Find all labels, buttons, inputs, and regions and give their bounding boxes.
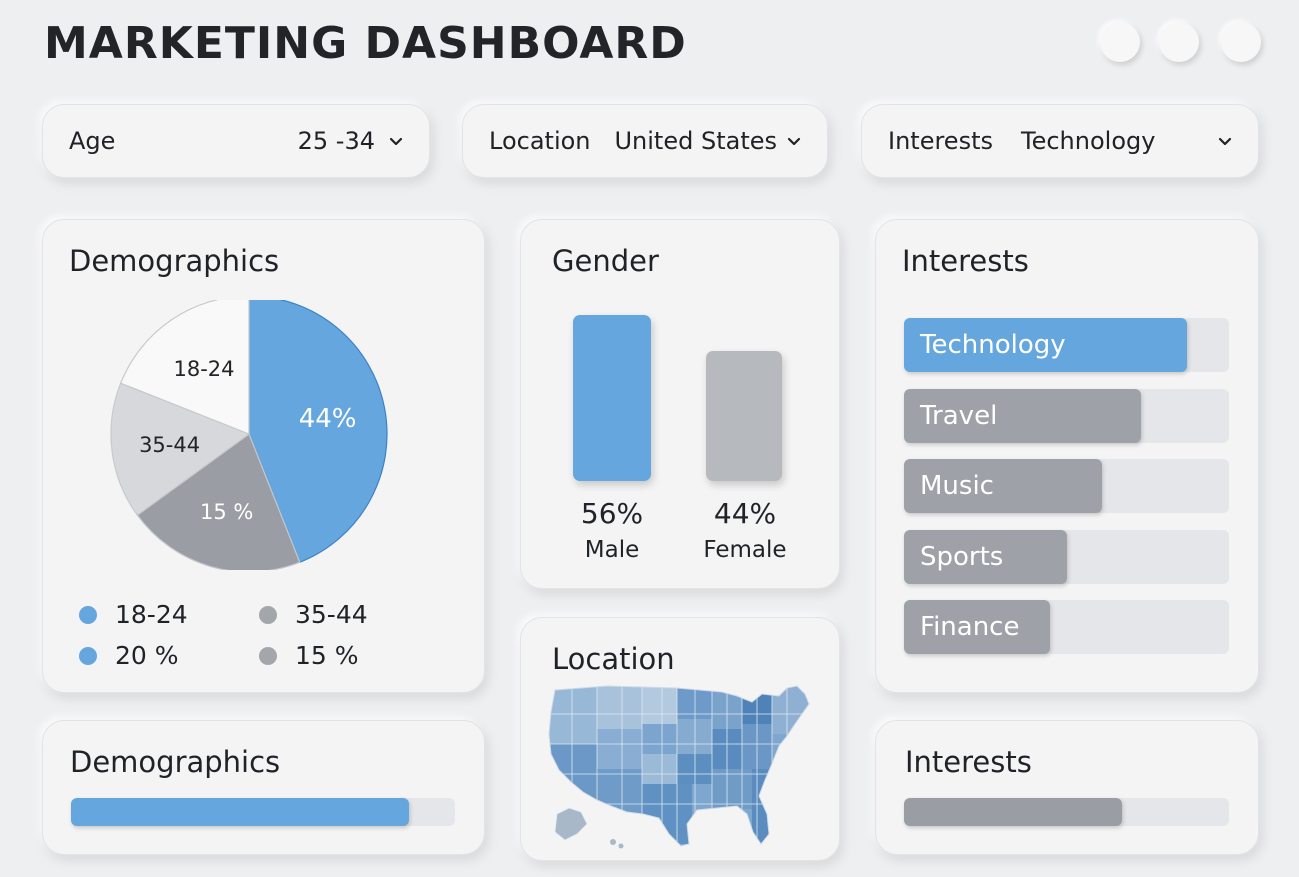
interest-bar-sports[interactable]: Sports <box>904 529 1067 584</box>
location-filter-value: United States <box>614 127 777 155</box>
page-title: MARKETING DASHBOARD <box>44 18 687 69</box>
interest-bar-label: Finance <box>920 612 1020 642</box>
interests-filter-value: Technology <box>1021 127 1156 155</box>
demographics-pie-chart: 44% 15 % 35-44 18-24 <box>110 300 388 570</box>
legend-dot <box>259 646 277 665</box>
gender-bar-female <box>706 350 782 481</box>
gender-category-label: Male <box>584 537 640 563</box>
interests-progress-card: Interests <box>875 720 1259 855</box>
location-title: Location <box>552 642 675 676</box>
location-filter-label: Location <box>489 127 591 155</box>
pie-slice-label: 35-44 <box>139 433 200 457</box>
interests-filter-label: Interests <box>888 127 993 155</box>
chevron-down-icon <box>389 137 403 146</box>
pie-slice <box>136 433 301 570</box>
demographics-title: Demographics <box>69 244 280 278</box>
us-map <box>548 685 810 849</box>
pie-slice-label: 44% <box>299 404 357 434</box>
interests-progress-fill <box>904 798 1122 826</box>
interest-bar-track: Finance <box>904 600 1229 654</box>
interests-title: Interests <box>902 244 1029 278</box>
interest-bar-finance[interactable]: Finance <box>904 600 1051 654</box>
interests-filter-dropdown[interactable]: Interests Technology <box>861 104 1259 178</box>
legend-item: 35-44 <box>259 600 368 629</box>
interest-bar-track: Technology <box>904 318 1229 372</box>
demographics-progress-title: Demographics <box>70 745 281 779</box>
gender-card: Gender 56% Male 44% Female <box>520 219 840 589</box>
interest-bar-label: Sports <box>920 541 1004 572</box>
chevron-down-icon <box>787 137 801 146</box>
legend-item: 18-24 <box>79 600 188 629</box>
interest-bar-label: Music <box>920 471 994 501</box>
chevron-down-icon <box>1218 137 1232 146</box>
gender-bar-male <box>573 315 651 481</box>
pie-slice <box>119 300 250 435</box>
age-filter-label: Age <box>69 127 116 155</box>
demographics-progress-fill <box>71 798 409 826</box>
legend-label: 15 % <box>295 641 359 670</box>
pie-slice <box>248 300 388 564</box>
interest-bar-track: Sports <box>904 529 1229 584</box>
demographics-progress-card: Demographics <box>42 720 485 855</box>
age-filter-dropdown[interactable]: Age 25 -34 <box>42 104 430 178</box>
interests-progress-track <box>904 798 1229 826</box>
gender-title: Gender <box>552 244 659 278</box>
gender-category-label: Female <box>703 537 787 563</box>
interest-bar-label: Technology <box>920 330 1066 360</box>
legend-item: 15 % <box>259 641 359 670</box>
age-filter-value: 25 -34 <box>297 127 375 155</box>
gender-value-label: 44% <box>713 497 777 530</box>
interest-bar-track: Music <box>904 459 1229 513</box>
interest-bar-travel[interactable]: Travel <box>904 388 1142 443</box>
window-button-2[interactable] <box>1159 22 1199 62</box>
interest-bar-music[interactable]: Music <box>904 459 1103 513</box>
pie-slice-label: 18-24 <box>173 357 234 381</box>
pie-slice <box>110 382 251 516</box>
interest-bar-label: Travel <box>920 400 998 431</box>
demographics-card: Demographics 44% 15 % 35-44 18-24 18-24 35-… <box>42 219 485 693</box>
legend-dot <box>79 605 97 624</box>
demographics-progress-track <box>71 798 455 826</box>
legend-label: 18-24 <box>115 600 188 629</box>
window-button-3[interactable] <box>1221 22 1261 62</box>
location-filter-dropdown[interactable]: Location United States <box>462 104 828 178</box>
window-button-1[interactable] <box>1100 22 1140 62</box>
interest-bar-track: Travel <box>904 388 1229 443</box>
legend-label: 35-44 <box>295 600 368 629</box>
pie-slice-label: 15 % <box>200 500 253 524</box>
legend-dot <box>259 605 277 624</box>
location-card: Location <box>520 617 840 861</box>
interests-card: Interests Technology Travel Music Sports Fin… <box>875 219 1259 693</box>
interests-progress-title: Interests <box>905 745 1032 779</box>
interest-bar-technology[interactable]: Technology <box>904 318 1187 372</box>
legend-label: 20 % <box>115 641 179 670</box>
legend-dot <box>79 646 97 665</box>
legend-item: 20 % <box>79 641 179 670</box>
interests-bar-chart: Technology Travel Music Sports Finance <box>876 220 1260 694</box>
gender-value-label: 56% <box>580 497 644 530</box>
gender-bar-chart: 56% Male 44% Female <box>521 220 841 590</box>
